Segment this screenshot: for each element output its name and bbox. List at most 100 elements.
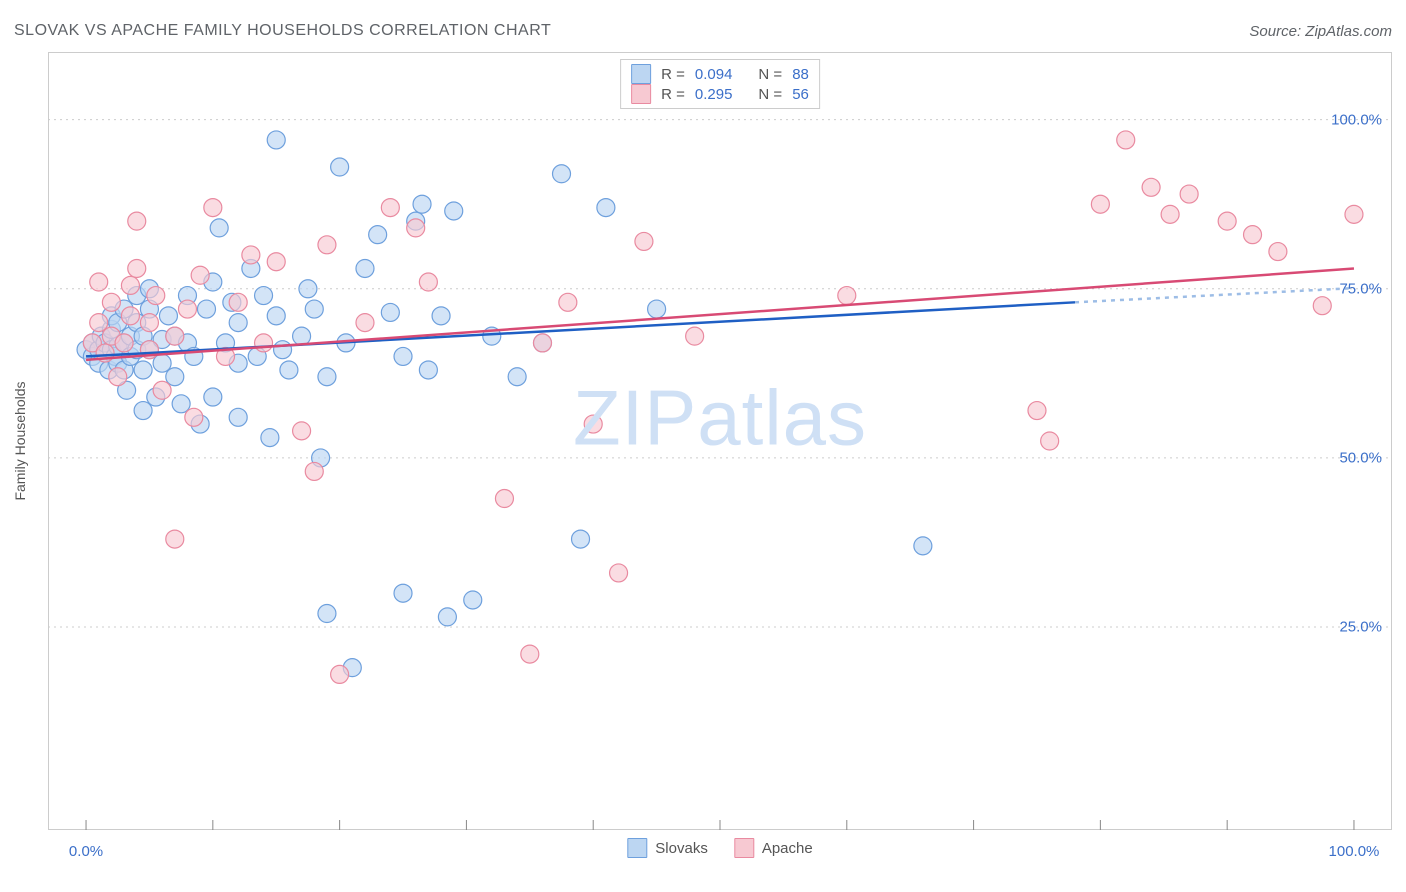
scatter-point (153, 381, 171, 399)
legend-stats-row: R =0.295N =56 (631, 84, 809, 104)
scatter-point (172, 395, 190, 413)
scatter-point (597, 199, 615, 217)
scatter-point (495, 490, 513, 508)
scatter-point (299, 280, 317, 298)
scatter-point (242, 246, 260, 264)
scatter-point (261, 429, 279, 447)
scatter-point (838, 287, 856, 305)
y-axis-title: Family Households (12, 381, 28, 500)
scatter-point (419, 273, 437, 291)
scatter-point (381, 199, 399, 217)
scatter-point (584, 415, 602, 433)
y-tick-label: 75.0% (1339, 280, 1382, 297)
scatter-point (267, 307, 285, 325)
scatter-point (1091, 195, 1109, 213)
scatter-point (147, 287, 165, 305)
scatter-point (185, 408, 203, 426)
chart-source: Source: ZipAtlas.com (1249, 23, 1392, 40)
scatter-point (318, 605, 336, 623)
scatter-point (90, 273, 108, 291)
scatter-point (331, 158, 349, 176)
scatter-point (121, 307, 139, 325)
scatter-point (318, 368, 336, 386)
scatter-point (267, 253, 285, 271)
scatter-point (508, 368, 526, 386)
scatter-point (293, 327, 311, 345)
scatter-point (381, 303, 399, 321)
legend-swatch (734, 838, 754, 858)
legend-stats-box: R = 0.094 N = 88R =0.295N =56 (620, 59, 820, 109)
scatter-point (102, 293, 120, 311)
scatter-point (267, 131, 285, 149)
scatter-point (553, 165, 571, 183)
scatter-point (432, 307, 450, 325)
scatter-point (419, 361, 437, 379)
source-name: ZipAtlas.com (1305, 23, 1392, 40)
legend-r-value: 0.094 (695, 66, 733, 83)
scatter-point (134, 402, 152, 420)
scatter-point (533, 334, 551, 352)
legend-series-name: Slovaks (655, 840, 708, 857)
legend-n-value: 88 (792, 66, 809, 83)
scatter-point (229, 293, 247, 311)
legend-bottom: SlovaksApache (627, 838, 812, 858)
scatter-point (210, 219, 228, 237)
scatter-point (134, 361, 152, 379)
legend-swatch (631, 64, 651, 84)
scatter-point (356, 259, 374, 277)
legend-n-value: 56 (792, 86, 809, 103)
scatter-point (115, 334, 133, 352)
scatter-point (1117, 131, 1135, 149)
scatter-point (356, 314, 374, 332)
scatter-point (255, 287, 273, 305)
scatter-point (1028, 402, 1046, 420)
scatter-point (1142, 178, 1160, 196)
scatter-point (305, 300, 323, 318)
chart-header: SLOVAK VS APACHE FAMILY HOUSEHOLDS CORRE… (14, 22, 1392, 40)
scatter-point (166, 327, 184, 345)
scatter-point (464, 591, 482, 609)
scatter-point (1041, 432, 1059, 450)
legend-r-label: R = (661, 66, 685, 83)
scatter-point (274, 341, 292, 359)
scatter-point (413, 195, 431, 213)
scatter-point (635, 232, 653, 250)
scatter-point (572, 530, 590, 548)
scatter-point (438, 608, 456, 626)
scatter-point (369, 226, 387, 244)
plot-area: Family Households ZIPatlas R =0.094N =88… (48, 52, 1392, 830)
scatter-point (521, 645, 539, 663)
trend-line-extension (1075, 288, 1354, 302)
scatter-point (204, 388, 222, 406)
scatter-point (140, 314, 158, 332)
legend-swatch (627, 838, 647, 858)
scatter-point (204, 199, 222, 217)
chart-svg (48, 52, 1392, 830)
scatter-point (191, 266, 209, 284)
scatter-point (1218, 212, 1236, 230)
x-tick-label: 0.0% (69, 843, 103, 860)
scatter-point (610, 564, 628, 582)
scatter-point (178, 300, 196, 318)
scatter-point (1269, 243, 1287, 261)
legend-n-label: N = (758, 66, 782, 83)
scatter-point (331, 665, 349, 683)
scatter-point (166, 368, 184, 386)
chart-title: SLOVAK VS APACHE FAMILY HOUSEHOLDS CORRE… (14, 22, 551, 40)
x-tick-label: 100.0% (1329, 843, 1380, 860)
y-tick-label: 50.0% (1339, 449, 1382, 466)
scatter-point (229, 314, 247, 332)
scatter-point (1161, 205, 1179, 223)
legend-r-label: R = (661, 86, 685, 103)
scatter-point (109, 368, 127, 386)
legend-stats-row: R = 0.094 N = 88 (631, 64, 809, 84)
y-tick-label: 25.0% (1339, 619, 1382, 636)
scatter-point (559, 293, 577, 311)
scatter-point (1244, 226, 1262, 244)
scatter-point (914, 537, 932, 555)
scatter-point (1180, 185, 1198, 203)
y-tick-label: 100.0% (1331, 111, 1382, 128)
scatter-point (648, 300, 666, 318)
scatter-point (255, 334, 273, 352)
scatter-point (1313, 297, 1331, 315)
